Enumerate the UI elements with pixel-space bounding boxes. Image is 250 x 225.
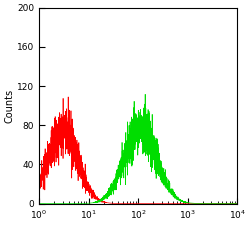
Y-axis label: Counts: Counts bbox=[4, 89, 14, 123]
